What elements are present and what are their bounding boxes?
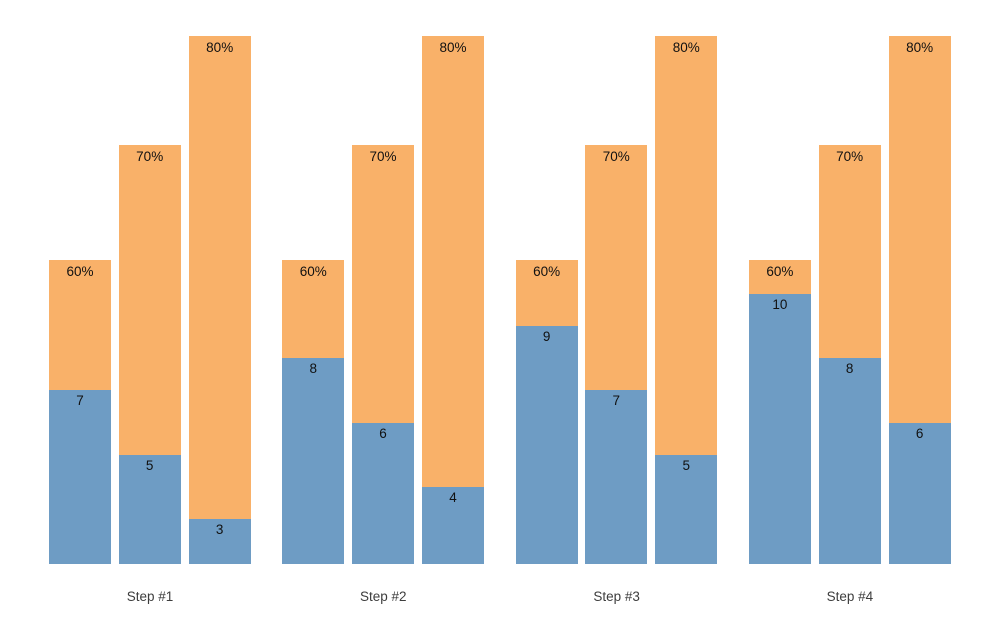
blue-segment: 5 <box>655 455 718 564</box>
percent-label: 60% <box>533 264 561 279</box>
percent-label: 60% <box>766 264 794 279</box>
percent-label: 60% <box>299 264 327 279</box>
percent-label: 80% <box>906 40 934 55</box>
value-label: 9 <box>542 329 551 344</box>
bar-group: 60% 8 70% 6 80% 4 Step #2 <box>282 0 484 618</box>
stacked-bar: 60% 10 <box>748 260 811 564</box>
value-label: 6 <box>915 426 924 441</box>
blue-segment: 10 <box>748 294 811 564</box>
percent-label: 80% <box>206 40 234 55</box>
percent-label: 70% <box>369 149 397 164</box>
stacked-bar: 80% 4 <box>421 36 484 564</box>
category-label: Step #4 <box>826 589 874 604</box>
value-label: 4 <box>449 490 457 505</box>
value-label: 8 <box>845 361 854 376</box>
stacked-bar: 70% 6 <box>351 145 414 564</box>
stacked-bar: 80% 5 <box>655 36 718 564</box>
bar-group: 60% 9 70% 7 80% 5 Step #3 <box>515 0 718 618</box>
blue-segment: 6 <box>888 423 951 564</box>
category-label: Step #2 <box>360 589 407 604</box>
value-label: 5 <box>682 458 691 473</box>
category-label: Step #1 <box>126 589 174 604</box>
category-label: Step #3 <box>593 589 640 604</box>
stacked-bar: 60% 7 <box>49 260 111 564</box>
value-label: 3 <box>215 522 224 537</box>
value-label: 5 <box>145 458 154 473</box>
stacked-bar: 70% 5 <box>118 145 181 564</box>
blue-segment: 8 <box>282 358 345 564</box>
stacked-bar: 80% 3 <box>188 36 251 564</box>
stacked-bar: 60% 8 <box>282 260 345 564</box>
percent-label: 70% <box>836 149 864 164</box>
stacked-bar: 60% 9 <box>515 260 578 564</box>
value-label: 6 <box>379 426 387 441</box>
percent-label: 60% <box>66 264 94 279</box>
blue-segment: 3 <box>188 519 251 564</box>
stacked-bar: 70% 8 <box>818 145 881 564</box>
bar-group: 60% 10 70% 8 80% 6 Step #4 <box>748 0 951 618</box>
blue-segment: 8 <box>818 358 881 564</box>
value-label: 7 <box>76 393 84 408</box>
blue-segment: 4 <box>421 487 484 564</box>
bar-group: 60% 7 70% 5 80% 3 Step #1 <box>49 0 251 618</box>
blue-segment: 9 <box>515 326 578 564</box>
percent-label: 70% <box>136 149 164 164</box>
stacked-bar: 70% 7 <box>585 145 648 564</box>
blue-segment: 6 <box>351 423 414 564</box>
percent-label: 80% <box>439 40 467 55</box>
blue-segment: 7 <box>585 390 648 564</box>
value-label: 10 <box>772 297 788 312</box>
blue-segment: 7 <box>49 390 111 564</box>
value-label: 8 <box>309 361 318 376</box>
percent-label: 80% <box>672 40 700 55</box>
value-label: 7 <box>612 393 621 408</box>
blue-segment: 5 <box>118 455 181 564</box>
stacked-bar: 80% 6 <box>888 36 951 564</box>
percent-label: 70% <box>602 149 630 164</box>
